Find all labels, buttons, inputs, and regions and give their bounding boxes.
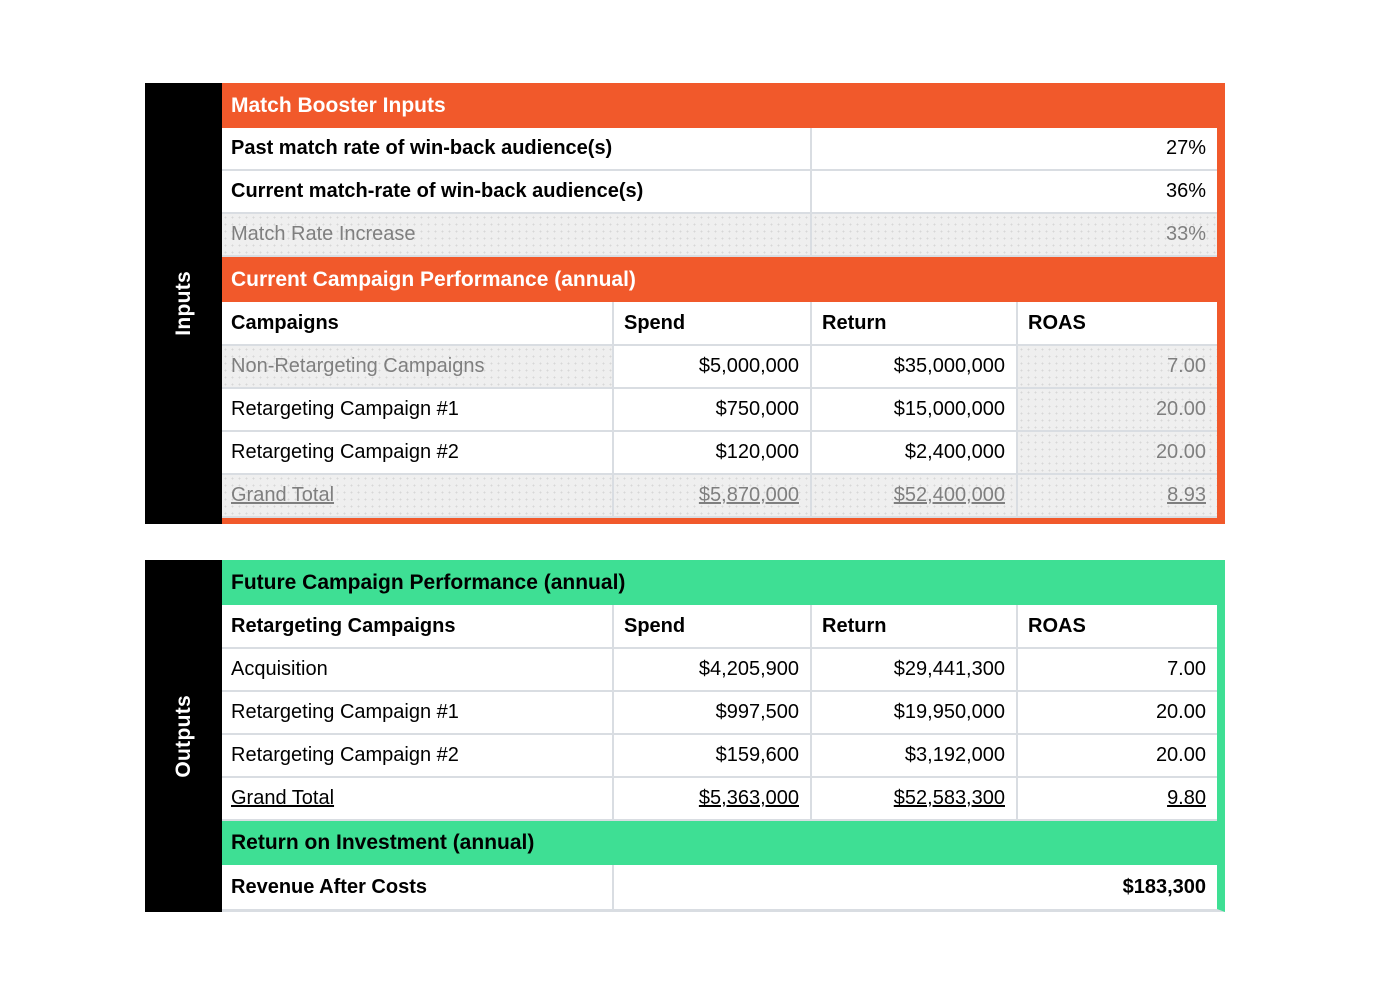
table-row: Retargeting Campaign #1 $997,500 $19,950… [222,692,1217,735]
campaign-roas-cell: 7.00 [1016,649,1217,690]
inputs-sidebar: Inputs [145,83,222,524]
campaign-name-cell[interactable]: Retargeting Campaign #1 [222,389,612,430]
grand-total-return: $52,400,000 [893,484,1005,506]
revenue-after-costs-row: Revenue After Costs $183,300 [222,865,1217,909]
return-on-investment-header: Return on Investment (annual) [222,821,1217,865]
table-row: Acquisition $4,205,900 $29,441,300 7.00 [222,649,1217,692]
campaign-name-cell: Acquisition [222,649,612,690]
table-row: Retargeting Campaign #1 $750,000 $15,000… [222,389,1217,432]
table-row: Retargeting Campaign #2 $159,600 $3,192,… [222,735,1217,778]
match-booster-inputs-header: Match Booster Inputs [222,83,1217,128]
campaign-name-cell[interactable]: Retargeting Campaign #2 [222,432,612,473]
grand-total-label: Grand Total [231,787,335,809]
column-header-row: Campaigns Spend Return ROAS [222,302,1217,346]
column-header-spend: Spend [612,302,810,344]
outputs-panel: Outputs Future Campaign Performance (ann… [145,560,1225,912]
inputs-sidebar-label: Inputs [171,271,195,336]
campaign-roas-cell: 7.00 [1016,346,1217,387]
outputs-sidebar: Outputs [145,560,222,912]
campaign-roas-cell: 20.00 [1016,692,1217,733]
campaign-spend-cell[interactable]: $750,000 [612,389,810,430]
column-header-spend: Spend [612,605,810,647]
campaign-spend-cell[interactable]: $120,000 [612,432,810,473]
campaign-spend-cell: $159,600 [612,735,810,776]
outputs-table: Future Campaign Performance (annual) Ret… [222,560,1225,912]
past-match-rate-value[interactable]: 27% [810,128,1217,169]
campaign-return-cell[interactable]: $15,000,000 [810,389,1016,430]
column-header-roas: ROAS [1016,605,1217,647]
current-match-rate-value[interactable]: 36% [810,171,1217,212]
table-row: Non-Retargeting Campaigns $5,000,000 $35… [222,346,1217,389]
grand-total-row: Grand Total $5,870,000 $52,400,000 8.93 [222,475,1217,518]
campaign-return-cell[interactable]: $35,000,000 [810,346,1016,387]
campaign-name-cell: Non-Retargeting Campaigns [222,346,612,387]
revenue-after-costs-value: $183,300 [612,865,1217,909]
campaign-spend-cell[interactable]: $5,000,000 [612,346,810,387]
inputs-panel: Inputs Match Booster Inputs Past match r… [145,83,1225,524]
column-header-roas: ROAS [1016,302,1217,344]
current-campaign-performance-header: Current Campaign Performance (annual) [222,257,1217,302]
campaign-return-cell[interactable]: $2,400,000 [810,432,1016,473]
match-rate-increase-label: Match Rate Increase [222,214,810,255]
column-header-retargeting-campaigns: Retargeting Campaigns [222,605,612,647]
campaign-return-cell: $3,192,000 [810,735,1016,776]
table-row: Past match rate of win-back audience(s) … [222,128,1217,171]
future-campaign-performance-header: Future Campaign Performance (annual) [222,560,1217,605]
match-rate-increase-value: 33% [810,214,1217,255]
column-header-row: Retargeting Campaigns Spend Return ROAS [222,605,1217,649]
grand-total-row: Grand Total $5,363,000 $52,583,300 9.80 [222,778,1217,821]
campaign-name-cell: Retargeting Campaign #1 [222,692,612,733]
grand-total-label: Grand Total [231,484,335,506]
campaign-return-cell: $29,441,300 [810,649,1016,690]
table-row: Retargeting Campaign #2 $120,000 $2,400,… [222,432,1217,475]
campaign-spend-cell: $4,205,900 [612,649,810,690]
grand-total-spend: $5,870,000 [698,484,799,506]
grand-total-spend: $5,363,000 [698,787,799,809]
grand-total-return: $52,583,300 [893,787,1005,809]
table-row: Current match-rate of win-back audience(… [222,171,1217,214]
campaign-roas-cell: 20.00 [1016,432,1217,473]
table-row: Match Rate Increase 33% [222,214,1217,257]
current-match-rate-label: Current match-rate of win-back audience(… [222,171,810,212]
campaign-roas-cell: 20.00 [1016,735,1217,776]
outputs-sidebar-label: Outputs [171,694,195,778]
campaign-roas-cell: 20.00 [1016,389,1217,430]
past-match-rate-label: Past match rate of win-back audience(s) [222,128,810,169]
inputs-table: Match Booster Inputs Past match rate of … [222,83,1225,524]
campaign-spend-cell: $997,500 [612,692,810,733]
column-header-return: Return [810,605,1016,647]
revenue-after-costs-label: Revenue After Costs [222,865,612,909]
grand-total-roas: 8.93 [1167,484,1206,506]
grand-total-roas: 9.80 [1167,787,1206,809]
column-header-campaigns: Campaigns [222,302,612,344]
spreadsheet-area: Inputs Match Booster Inputs Past match r… [145,83,1225,912]
campaign-name-cell: Retargeting Campaign #2 [222,735,612,776]
campaign-return-cell: $19,950,000 [810,692,1016,733]
column-header-return: Return [810,302,1016,344]
